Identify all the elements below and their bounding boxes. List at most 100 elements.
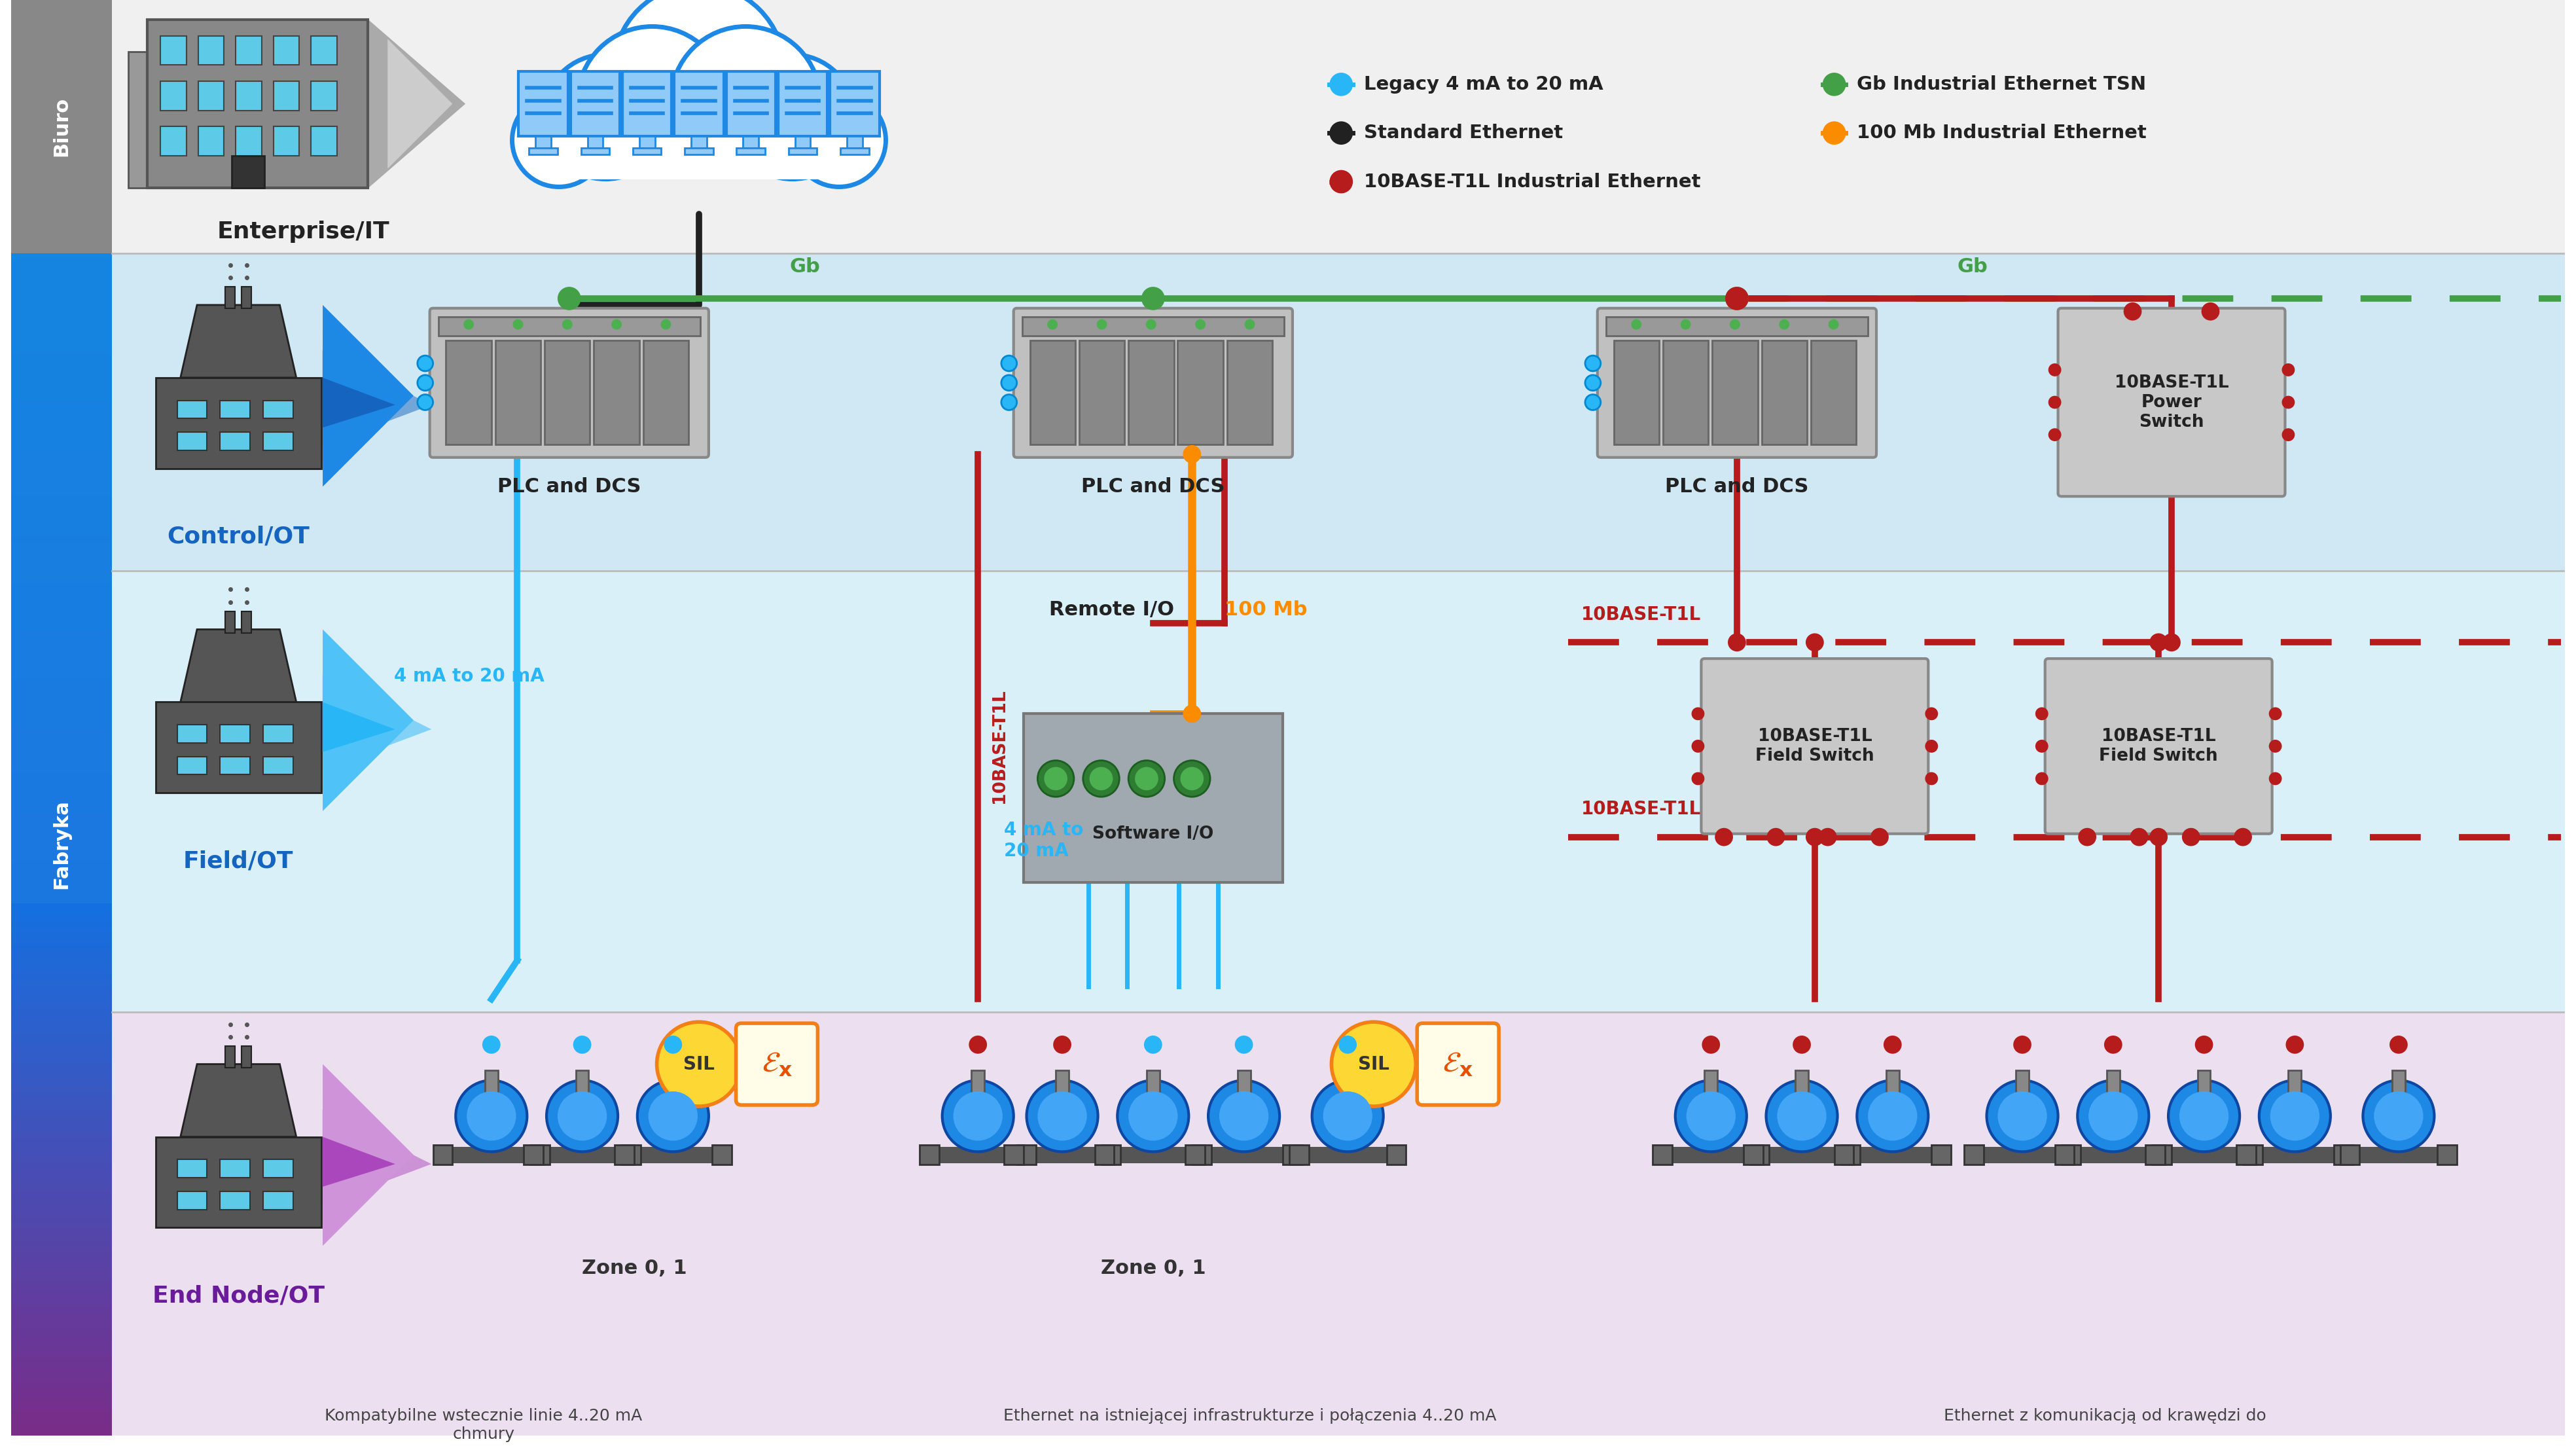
Circle shape — [1043, 767, 1066, 791]
Circle shape — [2362, 1080, 2434, 1151]
Circle shape — [1128, 1092, 1177, 1141]
FancyBboxPatch shape — [224, 287, 234, 308]
FancyBboxPatch shape — [232, 156, 265, 188]
Text: PLC and DCS: PLC and DCS — [1082, 476, 1224, 495]
FancyBboxPatch shape — [10, 560, 111, 566]
FancyBboxPatch shape — [685, 148, 714, 155]
FancyBboxPatch shape — [10, 1034, 111, 1040]
Circle shape — [2048, 429, 2061, 442]
FancyBboxPatch shape — [10, 927, 111, 933]
Circle shape — [1048, 319, 1059, 330]
Polygon shape — [322, 656, 415, 783]
FancyBboxPatch shape — [273, 36, 299, 65]
FancyBboxPatch shape — [10, 1128, 111, 1134]
Text: Control/OT: Control/OT — [167, 526, 309, 547]
FancyBboxPatch shape — [10, 637, 111, 643]
Circle shape — [2269, 707, 2282, 720]
Circle shape — [2076, 1080, 2148, 1151]
FancyBboxPatch shape — [10, 998, 111, 1003]
Circle shape — [482, 1035, 500, 1054]
FancyBboxPatch shape — [10, 969, 111, 975]
FancyBboxPatch shape — [10, 1418, 111, 1423]
Circle shape — [1175, 760, 1211, 796]
FancyBboxPatch shape — [10, 1318, 111, 1323]
Circle shape — [1097, 319, 1108, 330]
FancyBboxPatch shape — [10, 654, 111, 660]
FancyBboxPatch shape — [10, 921, 111, 927]
FancyBboxPatch shape — [1095, 1145, 1115, 1164]
Circle shape — [1829, 319, 1839, 330]
Text: Remote I/O: Remote I/O — [1048, 601, 1175, 620]
FancyBboxPatch shape — [10, 1176, 111, 1182]
FancyBboxPatch shape — [10, 1329, 111, 1335]
FancyBboxPatch shape — [10, 572, 111, 578]
FancyBboxPatch shape — [1005, 1145, 1023, 1164]
Circle shape — [556, 287, 582, 310]
FancyBboxPatch shape — [518, 71, 567, 136]
FancyBboxPatch shape — [10, 838, 111, 844]
FancyBboxPatch shape — [10, 815, 111, 821]
FancyBboxPatch shape — [10, 1028, 111, 1034]
FancyBboxPatch shape — [10, 1394, 111, 1400]
Circle shape — [1793, 1035, 1811, 1054]
Circle shape — [659, 319, 672, 330]
Circle shape — [729, 55, 855, 180]
FancyBboxPatch shape — [10, 466, 111, 472]
FancyBboxPatch shape — [1100, 1145, 1121, 1164]
Circle shape — [1082, 760, 1121, 796]
FancyBboxPatch shape — [10, 436, 111, 442]
FancyBboxPatch shape — [178, 725, 206, 743]
FancyBboxPatch shape — [10, 879, 111, 886]
FancyBboxPatch shape — [10, 543, 111, 549]
FancyBboxPatch shape — [10, 980, 111, 986]
FancyBboxPatch shape — [10, 271, 111, 277]
Polygon shape — [322, 1064, 415, 1245]
FancyBboxPatch shape — [10, 1423, 111, 1429]
Circle shape — [1195, 319, 1206, 330]
FancyBboxPatch shape — [10, 756, 111, 762]
Circle shape — [2269, 772, 2282, 785]
FancyBboxPatch shape — [10, 1347, 111, 1352]
Circle shape — [1340, 1035, 1358, 1054]
FancyBboxPatch shape — [10, 555, 111, 560]
Circle shape — [2048, 363, 2061, 376]
Circle shape — [1324, 1092, 1373, 1141]
FancyBboxPatch shape — [10, 708, 111, 714]
FancyBboxPatch shape — [1700, 659, 1929, 834]
FancyBboxPatch shape — [10, 679, 111, 685]
Circle shape — [1584, 356, 1600, 371]
Circle shape — [611, 319, 621, 330]
FancyBboxPatch shape — [634, 148, 662, 155]
FancyBboxPatch shape — [10, 986, 111, 992]
Circle shape — [1819, 828, 1837, 846]
FancyBboxPatch shape — [1744, 1145, 1762, 1164]
FancyBboxPatch shape — [10, 1228, 111, 1234]
Circle shape — [1726, 287, 1749, 310]
FancyBboxPatch shape — [10, 1163, 111, 1170]
FancyBboxPatch shape — [2244, 1145, 2262, 1164]
FancyBboxPatch shape — [2058, 308, 2285, 497]
Circle shape — [513, 319, 523, 330]
FancyBboxPatch shape — [219, 725, 250, 743]
Circle shape — [1728, 633, 1747, 652]
Text: 100 Mb Industrial Ethernet: 100 Mb Industrial Ethernet — [1857, 125, 2146, 142]
FancyBboxPatch shape — [10, 1381, 111, 1389]
Circle shape — [969, 1035, 987, 1054]
FancyBboxPatch shape — [10, 1092, 111, 1099]
Circle shape — [1726, 287, 1749, 310]
FancyBboxPatch shape — [10, 1003, 111, 1009]
FancyBboxPatch shape — [10, 762, 111, 767]
FancyBboxPatch shape — [1886, 1070, 1899, 1096]
FancyBboxPatch shape — [2334, 1145, 2354, 1164]
FancyBboxPatch shape — [10, 744, 111, 750]
Circle shape — [1806, 828, 1824, 846]
FancyBboxPatch shape — [10, 537, 111, 543]
FancyBboxPatch shape — [10, 1157, 111, 1163]
FancyBboxPatch shape — [2061, 1145, 2081, 1164]
Circle shape — [670, 26, 819, 177]
FancyBboxPatch shape — [438, 317, 701, 336]
Text: Standard Ethernet: Standard Ethernet — [1363, 125, 1564, 142]
Circle shape — [2148, 633, 2166, 652]
FancyBboxPatch shape — [10, 1216, 111, 1222]
FancyBboxPatch shape — [690, 136, 706, 148]
